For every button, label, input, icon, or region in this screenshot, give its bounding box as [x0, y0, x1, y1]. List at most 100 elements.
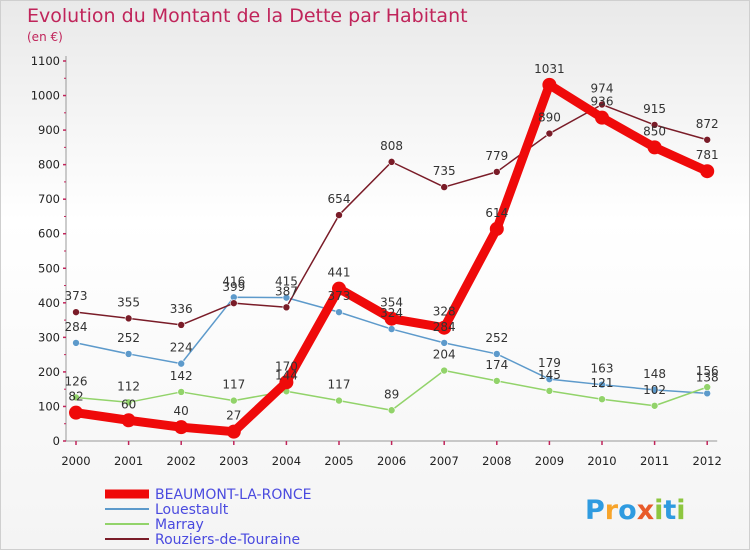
x-tick-label: 2012	[693, 454, 722, 468]
data-label: 117	[222, 378, 245, 392]
data-point	[282, 293, 291, 302]
data-point	[69, 405, 83, 420]
data-label: 324	[380, 306, 403, 320]
data-point	[282, 303, 291, 312]
data-label: 974	[591, 82, 614, 96]
data-point	[387, 325, 396, 333]
data-label: 252	[485, 331, 508, 345]
data-point	[72, 308, 80, 316]
data-point	[647, 140, 662, 155]
data-point	[72, 393, 80, 402]
data-label: 117	[328, 378, 351, 392]
data-label: 40	[174, 404, 189, 418]
data-point	[387, 406, 396, 415]
data-label: 373	[328, 289, 351, 303]
y-tick-label: 1000	[31, 89, 60, 103]
x-tick-label: 2002	[167, 454, 196, 468]
data-point	[177, 388, 185, 396]
data-point	[177, 359, 185, 368]
y-tick-label: 400	[38, 296, 60, 310]
x-tick-label: 2010	[587, 454, 616, 468]
data-label: 284	[65, 320, 88, 334]
data-point	[226, 424, 241, 439]
data-point	[124, 314, 133, 323]
data-label: 328	[433, 305, 456, 319]
data-label: 60	[121, 397, 136, 411]
data-label: 174	[485, 358, 508, 372]
data-label: 138	[696, 370, 719, 384]
data-point	[335, 211, 343, 219]
data-label: 654	[328, 192, 351, 206]
data-point	[545, 387, 554, 395]
x-tick-label: 2003	[219, 454, 248, 468]
data-point	[703, 135, 712, 144]
data-label: 163	[591, 362, 614, 376]
data-point	[595, 110, 609, 125]
data-point	[650, 401, 659, 410]
data-point	[492, 350, 501, 358]
data-point	[542, 77, 557, 92]
data-label: 781	[696, 148, 719, 162]
data-point	[387, 158, 396, 166]
data-point	[174, 420, 189, 435]
data-point	[177, 321, 185, 329]
data-point	[440, 339, 449, 347]
data-point	[440, 366, 449, 375]
data-label: 373	[65, 289, 88, 303]
data-label: 336	[170, 302, 193, 316]
data-label: 112	[117, 379, 140, 393]
y-tick-label: 300	[38, 330, 60, 344]
x-tick-label: 2000	[61, 454, 90, 468]
data-point	[437, 320, 452, 335]
y-tick-label: 700	[38, 192, 60, 206]
legend-label: BEAUMONT-LA-RONCE	[155, 487, 311, 503]
data-label: 145	[538, 368, 561, 382]
data-label: 156	[696, 364, 719, 378]
data-label: 144	[275, 368, 298, 382]
legend-label: Marray	[155, 517, 204, 533]
data-point	[598, 395, 606, 404]
data-label: 872	[696, 117, 719, 131]
data-label: 170	[275, 359, 298, 373]
y-tick-label: 100	[38, 399, 60, 413]
data-label: 890	[538, 111, 561, 125]
data-label: 102	[643, 383, 666, 397]
data-label: 441	[328, 266, 351, 280]
chart-title: Evolution du Montant de la Dette par Hab…	[27, 5, 468, 27]
y-tick-label: 200	[38, 365, 60, 379]
data-label: 148	[643, 367, 666, 381]
x-tick-label: 2011	[640, 454, 669, 468]
data-point	[489, 221, 504, 236]
data-label: 121	[591, 376, 614, 390]
data-label: 936	[591, 95, 614, 109]
data-label: 355	[117, 295, 140, 309]
data-point	[332, 281, 346, 296]
data-point	[650, 121, 659, 129]
data-label: 808	[380, 139, 403, 153]
x-tick-label: 2005	[324, 454, 353, 468]
proxiti-logo: Proxiti	[585, 495, 686, 526]
data-point	[598, 380, 606, 389]
data-label: 850	[643, 124, 666, 138]
data-label: 204	[433, 348, 456, 362]
data-label: 1031	[534, 62, 565, 76]
data-label: 614	[485, 206, 508, 220]
y-tick-label: 600	[38, 227, 60, 241]
data-point	[335, 308, 343, 316]
data-label: 252	[117, 331, 140, 345]
data-label: 27	[226, 409, 241, 423]
data-label: 415	[275, 275, 298, 289]
data-point	[121, 413, 136, 428]
data-label: 179	[538, 356, 561, 370]
data-label: 416	[222, 274, 245, 288]
legend-label: Rouziers-de-Touraine	[155, 532, 300, 548]
x-tick-label: 2001	[114, 454, 143, 468]
data-label: 126	[65, 374, 88, 388]
x-tick-label: 2009	[535, 454, 564, 468]
x-tick-label: 2006	[377, 454, 406, 468]
data-point	[492, 377, 501, 385]
chart-subtitle: (en €)	[27, 30, 63, 44]
data-point	[124, 350, 133, 358]
data-point	[703, 383, 712, 391]
x-tick-label: 2004	[272, 454, 301, 468]
